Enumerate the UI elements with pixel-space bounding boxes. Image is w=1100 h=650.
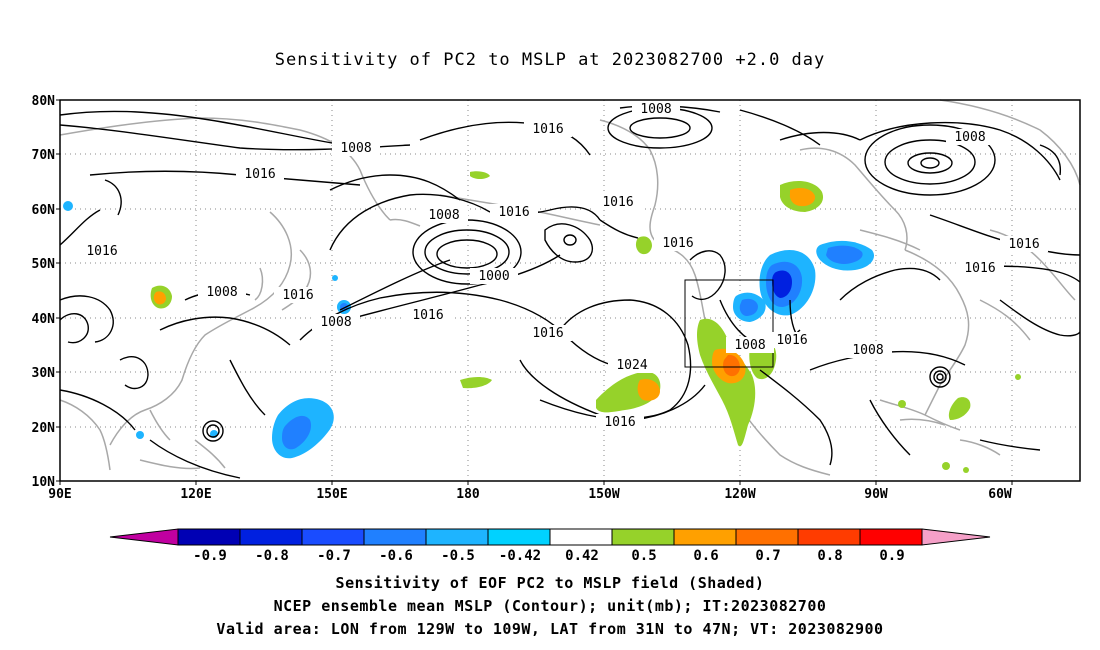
contour-label: 1016 xyxy=(244,167,275,182)
contour-label: 1008 xyxy=(734,338,765,353)
lon-label: 180 xyxy=(456,487,480,502)
lon-label: 150W xyxy=(588,487,619,502)
colorbar-label: 0.9 xyxy=(879,548,904,564)
contour-label: 1024 xyxy=(616,358,647,373)
lat-label: 80N xyxy=(32,94,56,109)
lon-label: 60W xyxy=(988,487,1012,502)
colorbar-label: -0.9 xyxy=(193,548,227,564)
caption-shaded: Sensitivity of EOF PC2 to MSLP field (Sh… xyxy=(335,574,765,592)
contour-label: 1016 xyxy=(964,261,995,276)
lon-axis: 90E 120E 150E 180 150W 120W 90W 60W xyxy=(48,487,1012,502)
colorbar-segment xyxy=(301,528,365,546)
contour-label: 1008 xyxy=(206,285,237,300)
contour-label: 1008 xyxy=(640,102,671,117)
lat-label: 70N xyxy=(32,148,56,163)
contour-labels: 1008 1016 1008 1016 1016 1016 1008 1000 … xyxy=(78,101,1048,430)
lat-label: 10N xyxy=(32,475,56,490)
contour-label: 1000 xyxy=(478,269,509,284)
colorbar-arrow-low xyxy=(109,528,179,546)
map-title: Sensitivity of PC2 to MSLP at 2023082700… xyxy=(274,50,826,70)
colorbar-segment xyxy=(363,528,427,546)
contour-label: 1016 xyxy=(498,205,529,220)
colorbar-segment xyxy=(797,528,861,546)
contour-label: 1016 xyxy=(532,122,563,137)
contour-label: 1008 xyxy=(852,343,883,358)
colorbar-label: -0.42 xyxy=(499,548,541,564)
colorbar-segment xyxy=(859,528,923,546)
contour-label: 1008 xyxy=(320,315,351,330)
contour-label: 1008 xyxy=(954,130,985,145)
contour-label: 1016 xyxy=(86,244,117,259)
contour-label: 1016 xyxy=(532,326,563,341)
colorbar-label: 0.8 xyxy=(817,548,842,564)
colorbar-segment xyxy=(177,528,241,546)
lat-label: 30N xyxy=(32,366,56,381)
colorbar: -0.9 -0.8 -0.7 -0.6 -0.5 -0.42 0.42 0.5 0.6 0.7 0.… xyxy=(109,528,991,564)
colorbar-label: -0.8 xyxy=(255,548,289,564)
lat-label: 50N xyxy=(32,257,56,272)
lon-label: 150E xyxy=(316,487,347,502)
lat-ticks xyxy=(56,99,60,482)
lat-label: 40N xyxy=(32,312,56,327)
colorbar-label: 0.42 xyxy=(565,548,599,564)
contour-label: 1016 xyxy=(662,236,693,251)
caption-valid-area: Valid area: LON from 129W to 109W, LAT f… xyxy=(216,620,884,638)
sensitivity-shading xyxy=(63,171,1021,473)
colorbar-segment xyxy=(487,528,551,546)
contour-label: 1016 xyxy=(1008,237,1039,252)
colorbar-segment xyxy=(673,528,737,546)
colorbar-segment xyxy=(611,528,675,546)
lon-ticks xyxy=(59,481,1013,485)
colorbar-segment xyxy=(735,528,799,546)
lon-label: 120E xyxy=(180,487,211,502)
colorbar-segment xyxy=(425,528,489,546)
contour-label: 1008 xyxy=(340,141,371,156)
lon-label: 90E xyxy=(48,487,71,502)
colorbar-label: 0.6 xyxy=(693,548,718,564)
contour-label: 1016 xyxy=(776,333,807,348)
contour-label: 1016 xyxy=(604,415,635,430)
contour-label: 1016 xyxy=(412,308,443,323)
contour-label: 1008 xyxy=(428,208,459,223)
colorbar-label: -0.7 xyxy=(317,548,351,564)
colorbar-label: 0.5 xyxy=(631,548,656,564)
colorbar-segment xyxy=(549,528,613,546)
lon-label: 120W xyxy=(724,487,755,502)
lat-axis: 80N 70N 60N 50N 40N 30N 20N 10N xyxy=(32,94,56,490)
caption-contour: NCEP ensemble mean MSLP (Contour); unit(… xyxy=(273,597,827,615)
colorbar-label: -0.6 xyxy=(379,548,413,564)
valid-area-box xyxy=(684,279,774,368)
contour-label: 1016 xyxy=(602,195,633,210)
colorbar-segment xyxy=(239,528,303,546)
gridlines xyxy=(60,100,1080,481)
colorbar-label: 0.7 xyxy=(755,548,780,564)
colorbar-arrow-high xyxy=(921,528,991,546)
lat-label: 60N xyxy=(32,203,56,218)
lon-label: 90W xyxy=(864,487,888,502)
lat-label: 20N xyxy=(32,421,56,436)
map-frame xyxy=(59,99,1081,482)
contour-label: 1016 xyxy=(282,288,313,303)
colorbar-label: -0.5 xyxy=(441,548,475,564)
